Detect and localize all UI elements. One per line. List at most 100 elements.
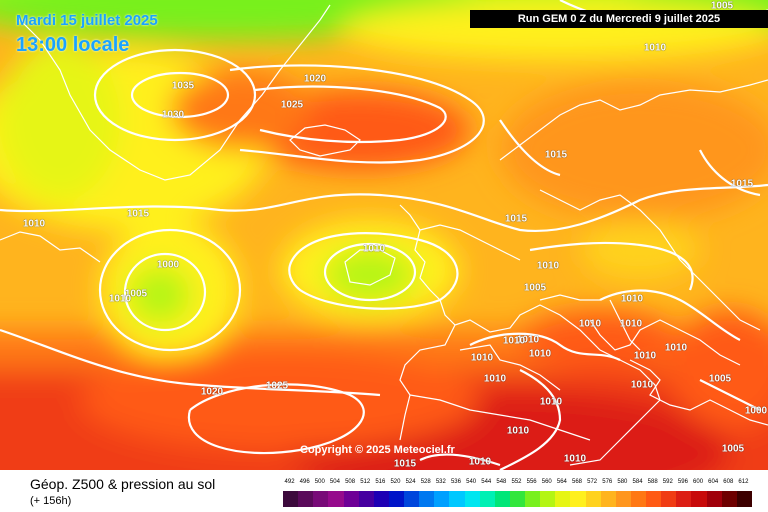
scale-swatch: [600, 491, 616, 507]
isobar-label: 1010: [362, 243, 386, 255]
isobar-label: 1020: [200, 386, 224, 398]
lead-time: (+ 156h): [30, 495, 72, 507]
isobar-label: 1010: [630, 379, 654, 391]
scale-label: 612: [738, 479, 749, 485]
scale-swatch: [509, 491, 525, 507]
scale-label: 584: [632, 479, 643, 485]
isobar-label: 1005: [708, 373, 732, 385]
scale-label: 500: [314, 479, 325, 485]
scale-label: 556: [526, 479, 537, 485]
scale-label: 532: [435, 479, 446, 485]
scale-label: 516: [375, 479, 386, 485]
isobar-label: 1015: [730, 178, 754, 190]
scale-swatch: [721, 491, 737, 507]
scale-swatch: [615, 491, 631, 507]
scale-swatch: [328, 491, 344, 507]
scale-label: 544: [481, 479, 492, 485]
isobar-label: 1010: [528, 348, 552, 360]
scale-label: 548: [496, 479, 507, 485]
isobar-label: 1010: [643, 42, 667, 54]
scale-swatch: [404, 491, 420, 507]
variable-title: Géop. Z500 & pression au sol: [30, 476, 216, 492]
color-scale-bar: [283, 491, 752, 507]
isobar-label: 1015: [393, 458, 417, 470]
scale-swatch: [494, 491, 510, 507]
scale-swatch: [283, 491, 299, 507]
geopotential-field: [0, 0, 768, 470]
scale-label: 568: [572, 479, 583, 485]
isobar-label: 1015: [126, 208, 150, 220]
scale-swatch: [525, 491, 541, 507]
scale-swatch: [419, 491, 435, 507]
isobar-label: 1010: [620, 293, 644, 305]
isobar-label: 1020: [303, 73, 327, 85]
scale-label: 572: [587, 479, 598, 485]
isobar-label: 1010: [664, 342, 688, 354]
model-run-label: Run GEM 0 Z du Mercredi 9 juillet 2025: [470, 10, 768, 28]
scale-label: 552: [511, 479, 522, 485]
scale-swatch: [464, 491, 480, 507]
scale-label: 492: [284, 479, 295, 485]
scale-swatch: [736, 491, 752, 507]
isobar-label: 1035: [171, 80, 195, 92]
isobar-label: 1010: [22, 218, 46, 230]
scale-swatch: [661, 491, 677, 507]
scale-label: 564: [556, 479, 567, 485]
copyright: Copyright © 2025 Meteociel.fr: [300, 444, 455, 456]
isobar-label: 1010: [468, 456, 492, 468]
scale-swatch: [630, 491, 646, 507]
isobar-label: 1010: [108, 293, 132, 305]
color-scale-labels: 492 496 500 504 508 512 516 520 524 528 532 536 540 5…: [282, 479, 752, 489]
isobar-label: 1010: [563, 453, 587, 465]
isobar-label: 1025: [280, 99, 304, 111]
scale-swatch: [388, 491, 404, 507]
scale-label: 528: [420, 479, 431, 485]
scale-label: 496: [299, 479, 310, 485]
scale-swatch: [676, 491, 692, 507]
legend-footer: Géop. Z500 & pression au sol (+ 156h) 49…: [0, 470, 768, 512]
isobar-label: 1000: [156, 259, 180, 271]
scale-label: 560: [541, 479, 552, 485]
scale-swatch: [585, 491, 601, 507]
scale-swatch: [373, 491, 389, 507]
isobar-label: 1010: [539, 396, 563, 408]
scale-label: 540: [466, 479, 477, 485]
scale-label: 512: [360, 479, 371, 485]
isobar-label: 1010: [516, 334, 540, 346]
forecast-date: Mardi 15 juillet 2025: [16, 12, 158, 29]
scale-label: 508: [345, 479, 356, 485]
isobar-label: 1005: [523, 282, 547, 294]
isobar-label: 1010: [536, 260, 560, 272]
scale-label: 596: [677, 479, 688, 485]
scale-label: 588: [647, 479, 658, 485]
scale-label: 604: [708, 479, 719, 485]
isobar-label: 1015: [544, 149, 568, 161]
scale-label: 576: [602, 479, 613, 485]
scale-swatch: [358, 491, 374, 507]
scale-swatch: [298, 491, 314, 507]
isobar-label: 1010: [506, 425, 530, 437]
scale-label: 520: [390, 479, 401, 485]
isobar-label: 1010: [578, 318, 602, 330]
forecast-time: 13:00 locale: [16, 34, 130, 56]
coastlines: [0, 4, 768, 466]
scale-swatch: [343, 491, 359, 507]
scale-swatch: [313, 491, 329, 507]
scale-swatch: [434, 491, 450, 507]
isobar-label: 1010: [502, 335, 526, 347]
scale-label: 600: [693, 479, 704, 485]
scale-swatch: [691, 491, 707, 507]
isobar-label: 1030: [161, 109, 185, 121]
isobar-label: 1015: [504, 213, 528, 225]
scale-swatch: [706, 491, 722, 507]
isobar-label: 1010: [470, 352, 494, 364]
isobar-label: 1005: [721, 443, 745, 455]
weather-map: Mardi 15 juillet 2025 13:00 locale Run G…: [0, 0, 768, 470]
isobar-label: 1000: [744, 405, 768, 417]
scale-label: 524: [405, 479, 416, 485]
scale-label: 580: [617, 479, 628, 485]
isobar-label: 1005: [124, 288, 148, 300]
scale-label: 608: [723, 479, 734, 485]
isobar-label: 1005: [710, 0, 734, 12]
isobar-label: 1025: [265, 380, 289, 392]
